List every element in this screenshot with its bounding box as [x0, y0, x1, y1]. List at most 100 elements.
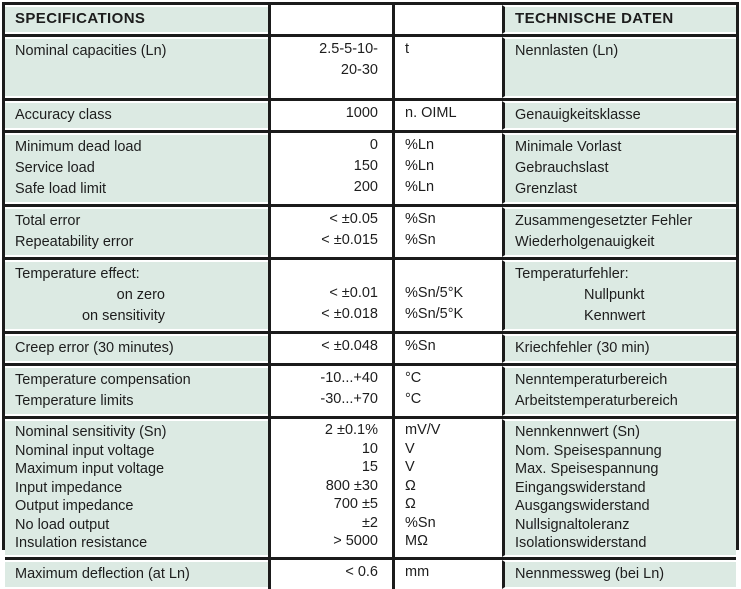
- value-line: 2.5-5-10-: [319, 41, 378, 57]
- german-label: Arbeitstemperaturbereich: [515, 393, 678, 409]
- spec-label: Temperature effect:: [15, 266, 140, 282]
- header-technische-daten-label: TECHNISCHE DATEN: [515, 10, 674, 27]
- unit-line: n. OIML: [405, 105, 457, 121]
- spec-label: Input impedance: [15, 479, 123, 496]
- unit-line: %Ln: [405, 179, 435, 195]
- value-cell: 0 150 200: [268, 133, 392, 204]
- value-cell: -10...+40 -30...+70: [268, 366, 392, 416]
- table-row-deflection: Maximum deflection (at Ln) < 0.6 mm Nenn…: [5, 556, 736, 589]
- value-line: 0: [369, 137, 378, 153]
- value-cell: < ±0.05 < ±0.015: [268, 207, 392, 257]
- german-cell: Nennkennwert (Sn) Nom. Speisespannung Ma…: [502, 419, 736, 557]
- spec-label: Repeatability error: [15, 234, 134, 250]
- german-cell: Nenntemperaturbereich Arbeitstemperaturb…: [502, 366, 736, 416]
- spec-cell: Temperature effect: on zero on sensitivi…: [5, 260, 268, 331]
- german-cell: Kriechfehler (30 min): [502, 334, 736, 363]
- value-line: 150: [353, 158, 378, 174]
- german-label: Genauigkeitsklasse: [515, 107, 641, 123]
- header-specifications-label: SPECIFICATIONS: [15, 10, 146, 27]
- value-line: 800 ±30: [325, 477, 378, 494]
- german-cell: Minimale Vorlast Gebrauchslast Grenzlast: [502, 133, 736, 204]
- value-line: < ±0.05: [329, 211, 378, 227]
- spec-label: Maximum deflection (at Ln): [15, 565, 190, 582]
- unit-line: V: [405, 440, 415, 457]
- spec-label: Minimum dead load: [15, 139, 142, 155]
- spec-label: Service load: [15, 160, 95, 176]
- table-header-row: SPECIFICATIONS TECHNISCHE DATEN: [5, 5, 736, 34]
- german-label: Isolationswiderstand: [515, 535, 647, 551]
- german-label: Minimale Vorlast: [515, 139, 622, 155]
- unit-cell: °C °C: [392, 366, 502, 416]
- unit-line: MΩ: [405, 533, 428, 549]
- german-label: Nenntemperaturbereich: [515, 372, 668, 388]
- table-row-temperature-ranges: Temperature compensation Temperature lim…: [5, 363, 736, 416]
- spec-label: Temperature compensation: [15, 372, 191, 388]
- spec-label: Maximum input voltage: [15, 461, 165, 477]
- spec-sublabel: on zero: [116, 287, 165, 303]
- unit-line: Ω: [405, 496, 416, 512]
- spec-label: Output impedance: [15, 498, 134, 514]
- german-label: Gebrauchslast: [515, 160, 609, 176]
- unit-cell: mm: [392, 559, 502, 589]
- unit-line: mV/V: [405, 422, 441, 438]
- german-cell: Genauigkeitsklasse: [502, 101, 736, 130]
- german-label: Kriechfehler (30 min): [515, 340, 650, 356]
- value-cell: < ±0.048: [268, 334, 392, 363]
- spec-label: No load output: [15, 516, 110, 533]
- unit-cell: %Sn %Sn: [392, 207, 502, 257]
- unit-line: %Sn/5°K: [405, 285, 464, 301]
- unit-line: %Sn: [405, 232, 436, 248]
- value-line: [275, 262, 378, 283]
- spec-cell: Temperature compensation Temperature lim…: [5, 366, 268, 416]
- german-label: Ausgangswiderstand: [515, 498, 650, 514]
- spec-cell: Nominal capacities (Ln): [5, 37, 268, 98]
- unit-line: %Ln: [405, 137, 435, 153]
- german-sublabel: Kennwert: [584, 308, 646, 324]
- value-line: 200: [353, 179, 378, 195]
- unit-line: %Sn: [405, 211, 436, 227]
- german-label: Zusammengesetzter Fehler: [515, 213, 693, 229]
- value-cell: 2.5-5-10- 20-30: [268, 37, 392, 98]
- value-line: < ±0.018: [321, 306, 378, 322]
- german-label: Nennlasten (Ln): [515, 43, 619, 59]
- table-row-creep-error: Creep error (30 minutes) < ±0.048 %Sn Kr…: [5, 331, 736, 363]
- german-label: Nullsignaltoleranz: [515, 516, 630, 533]
- unit-line: °C: [405, 370, 422, 386]
- spec-sublabel: on sensitivity: [81, 308, 165, 324]
- value-cell: 1000: [268, 101, 392, 130]
- value-line: -30...+70: [320, 391, 378, 407]
- spec-cell: Creep error (30 minutes): [5, 334, 268, 363]
- unit-line: V: [405, 459, 415, 475]
- spec-cell: Total error Repeatability error: [5, 207, 268, 257]
- spec-label: Nominal sensitivity (Sn): [15, 424, 167, 440]
- value-line: < ±0.048: [321, 338, 378, 354]
- table-row-temperature-effect: Temperature effect: on zero on sensitivi…: [5, 257, 736, 331]
- german-cell: Zusammengesetzter Fehler Wiederholgenaui…: [502, 207, 736, 257]
- unit-line: t: [405, 41, 410, 57]
- german-label: Nom. Speisespannung: [515, 442, 662, 459]
- german-label: Eingangswiderstand: [515, 479, 646, 496]
- value-line: 700 ±5: [333, 496, 378, 512]
- german-sublabel: Nullpunkt: [584, 287, 645, 303]
- unit-cell: t: [392, 37, 502, 98]
- value-line: < ±0.015: [321, 232, 378, 248]
- unit-line: %Sn: [405, 514, 436, 531]
- header-specifications-cell: SPECIFICATIONS: [5, 5, 268, 34]
- spec-label: Nominal capacities (Ln): [15, 43, 167, 59]
- unit-line: °C: [405, 391, 422, 407]
- spec-cell: Accuracy class: [5, 101, 268, 130]
- header-technische-daten-cell: TECHNISCHE DATEN: [502, 5, 736, 34]
- german-label: Grenzlast: [515, 181, 578, 197]
- header-unit-cell: [392, 5, 502, 34]
- german-cell: Nennmessweg (bei Ln): [502, 559, 736, 589]
- unit-line: Ω: [405, 477, 416, 494]
- value-line: 15: [361, 459, 378, 475]
- table-row-errors: Total error Repeatability error < ±0.05 …: [5, 204, 736, 257]
- spec-cell: Nominal sensitivity (Sn) Nominal input v…: [5, 419, 268, 557]
- value-line: < ±0.01: [329, 285, 378, 301]
- unit-cell: mV/V V V Ω Ω %Sn MΩ: [392, 419, 502, 557]
- unit-line: %Sn/5°K: [405, 306, 464, 322]
- spec-label: Total error: [15, 213, 81, 229]
- german-label: Temperaturfehler:: [515, 266, 629, 282]
